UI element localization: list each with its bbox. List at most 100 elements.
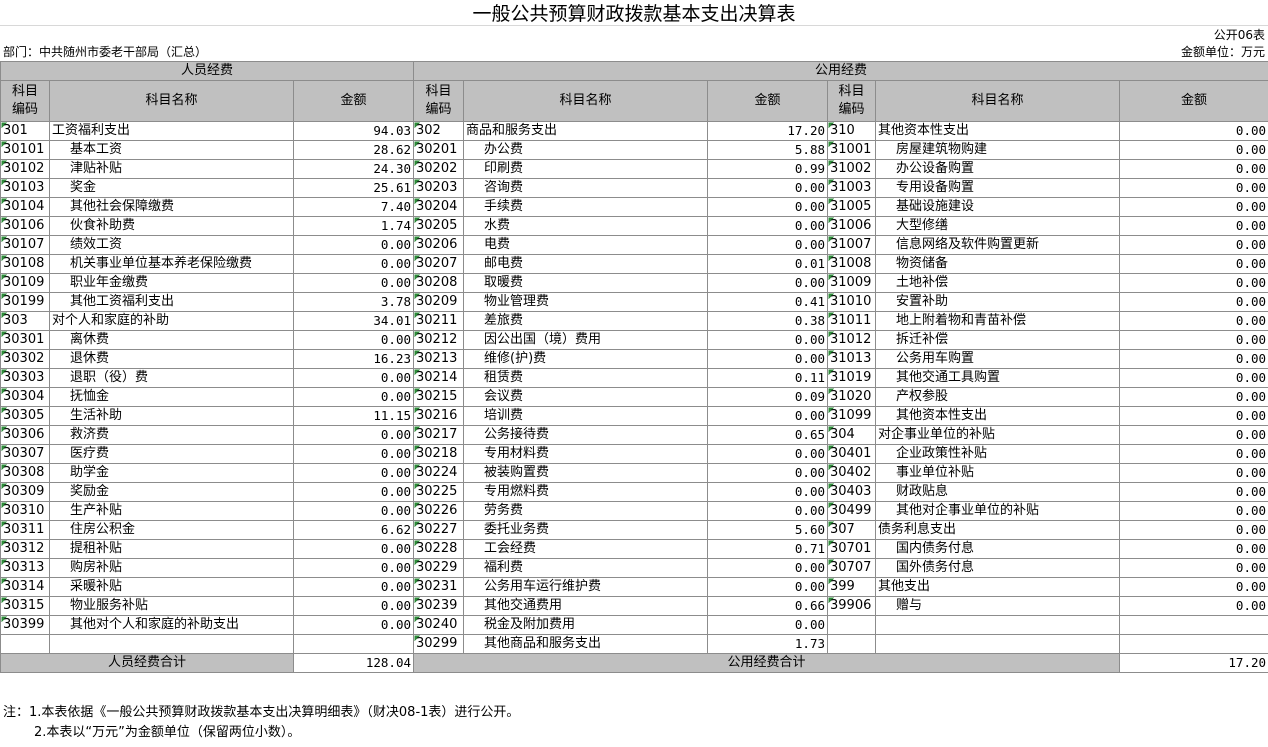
item-name: 地上附着物和青苗补偿 xyxy=(875,311,1121,331)
item-amount: 0.00 xyxy=(707,406,829,426)
item-amount: 11.15 xyxy=(292,406,415,426)
table-row: 科目 编码 科目名称 金额 科目 编码 科目名称 金额 科目 编码 科目名称 金额 xyxy=(0,80,1268,122)
item-name: 其他商品和服务支出 xyxy=(463,634,709,654)
item-amount: 24.30 xyxy=(292,159,415,179)
table-row: 30301 离休费 0.00 30212 因公出国（境）费用 0.00 31012 拆迁补偿 0… xyxy=(0,330,1268,350)
item-name: 生产补贴 xyxy=(49,501,294,521)
item-name: 取暖费 xyxy=(463,273,709,293)
item-name: 物业管理费 xyxy=(463,292,709,312)
item-name: 其他对企事业单位的补贴 xyxy=(875,501,1121,521)
column-header: 金额 xyxy=(707,80,829,122)
item-code: 303 xyxy=(0,311,50,331)
item-name: 生活补助 xyxy=(49,406,294,426)
item-code: 30403 xyxy=(827,482,877,502)
item-name: 债务利息支出 xyxy=(875,520,1121,540)
item-name: 赠与 xyxy=(875,596,1121,616)
item-code: 30106 xyxy=(0,216,50,236)
column-header: 金额 xyxy=(292,80,415,122)
item-amount: 0.00 xyxy=(292,425,415,445)
item-amount: 0.00 xyxy=(292,558,415,578)
item-name: 对企事业单位的补贴 xyxy=(875,425,1121,445)
item-name: 水费 xyxy=(463,216,709,236)
item-code: 30202 xyxy=(413,159,465,179)
item-code: 30239 xyxy=(413,596,465,616)
item-name: 奖励金 xyxy=(49,482,294,502)
item-code: 31099 xyxy=(827,406,877,426)
item-name: 印刷费 xyxy=(463,159,709,179)
item-name: 企业政策性补贴 xyxy=(875,444,1121,464)
item-amount: 0.00 xyxy=(292,368,415,388)
column-header: 科目名称 xyxy=(49,80,294,122)
table-row: 30302 退休费 16.23 30213 维修(护)费 0.00 31013 公务用车购置 0… xyxy=(0,349,1268,369)
item-code: 30313 xyxy=(0,558,50,578)
item-amount: 0.00 xyxy=(1119,406,1268,426)
table-row: 301 工资福利支出 94.03 302 商品和服务支出 17.20 310 其他资本性支出 0… xyxy=(0,121,1268,141)
item-name: 培训费 xyxy=(463,406,709,426)
item-code: 30299 xyxy=(413,634,465,654)
item-code: 30314 xyxy=(0,577,50,597)
item-name: 土地补偿 xyxy=(875,273,1121,293)
item-amount: 0.00 xyxy=(1119,140,1268,160)
item-name: 商品和服务支出 xyxy=(463,121,709,141)
item-amount: 0.66 xyxy=(707,596,829,616)
item-code: 30229 xyxy=(413,558,465,578)
table-row: 30103 奖金 25.61 30203 咨询费 0.00 31003 专用设备购置 0.00 xyxy=(0,178,1268,198)
item-code: 30217 xyxy=(413,425,465,445)
note: 2.本表以“万元”为金额单位（保留两位小数）。 xyxy=(34,725,301,740)
table-row: 30303 退职（役）费 0.00 30214 租赁费 0.11 31019 其他交通工具购置… xyxy=(0,368,1268,388)
item-name: 大型修缮 xyxy=(875,216,1121,236)
item-code: 31005 xyxy=(827,197,877,217)
empty-cell xyxy=(49,634,294,654)
item-amount: 1.73 xyxy=(707,634,829,654)
group-header: 人员经费 xyxy=(0,61,415,81)
item-amount: 0.00 xyxy=(707,273,829,293)
total-label: 人员经费合计 xyxy=(0,653,294,673)
item-name: 津贴补贴 xyxy=(49,159,294,179)
item-amount: 0.99 xyxy=(707,159,829,179)
item-code: 301 xyxy=(0,121,50,141)
item-amount: 0.00 xyxy=(292,330,415,350)
item-code: 31013 xyxy=(827,349,877,369)
item-code: 30201 xyxy=(413,140,465,160)
item-amount: 28.62 xyxy=(292,140,415,160)
item-name: 国内债务付息 xyxy=(875,539,1121,559)
total-amount: 17.20 xyxy=(1119,653,1268,673)
item-name: 其他资本性支出 xyxy=(875,121,1121,141)
empty-cell xyxy=(875,634,1121,654)
item-amount: 0.00 xyxy=(707,349,829,369)
item-name: 维修(护)费 xyxy=(463,349,709,369)
item-amount: 0.00 xyxy=(1119,311,1268,331)
item-name: 物业服务补贴 xyxy=(49,596,294,616)
empty-cell xyxy=(827,634,877,654)
item-name: 信息网络及软件购置更新 xyxy=(875,235,1121,255)
item-name: 采暖补贴 xyxy=(49,577,294,597)
item-code: 30304 xyxy=(0,387,50,407)
item-code: 30228 xyxy=(413,539,465,559)
item-name: 伙食补助费 xyxy=(49,216,294,236)
item-amount: 0.00 xyxy=(1119,159,1268,179)
unit: 金额单位：万元 xyxy=(1180,45,1265,59)
total-amount: 128.04 xyxy=(292,653,415,673)
item-amount: 0.00 xyxy=(1119,444,1268,464)
item-code: 30231 xyxy=(413,577,465,597)
item-amount: 0.00 xyxy=(292,482,415,502)
item-code: 30224 xyxy=(413,463,465,483)
empty-cell xyxy=(0,634,50,654)
item-code: 30240 xyxy=(413,615,465,635)
item-code: 31009 xyxy=(827,273,877,293)
item-amount: 0.00 xyxy=(1119,292,1268,312)
item-name: 其他对个人和家庭的补助支出 xyxy=(49,615,294,635)
column-header: 科目 编码 xyxy=(0,80,50,122)
item-amount: 0.00 xyxy=(707,235,829,255)
item-name: 安置补助 xyxy=(875,292,1121,312)
item-amount: 0.00 xyxy=(292,539,415,559)
item-name: 其他资本性支出 xyxy=(875,406,1121,426)
table-row: 30109 职业年金缴费 0.00 30208 取暖费 0.00 31009 土地补偿 0.00 xyxy=(0,273,1268,293)
item-code: 30707 xyxy=(827,558,877,578)
item-code: 30227 xyxy=(413,520,465,540)
item-name: 购房补贴 xyxy=(49,558,294,578)
item-name: 离休费 xyxy=(49,330,294,350)
item-code: 30216 xyxy=(413,406,465,426)
item-code: 30213 xyxy=(413,349,465,369)
item-name: 提租补贴 xyxy=(49,539,294,559)
